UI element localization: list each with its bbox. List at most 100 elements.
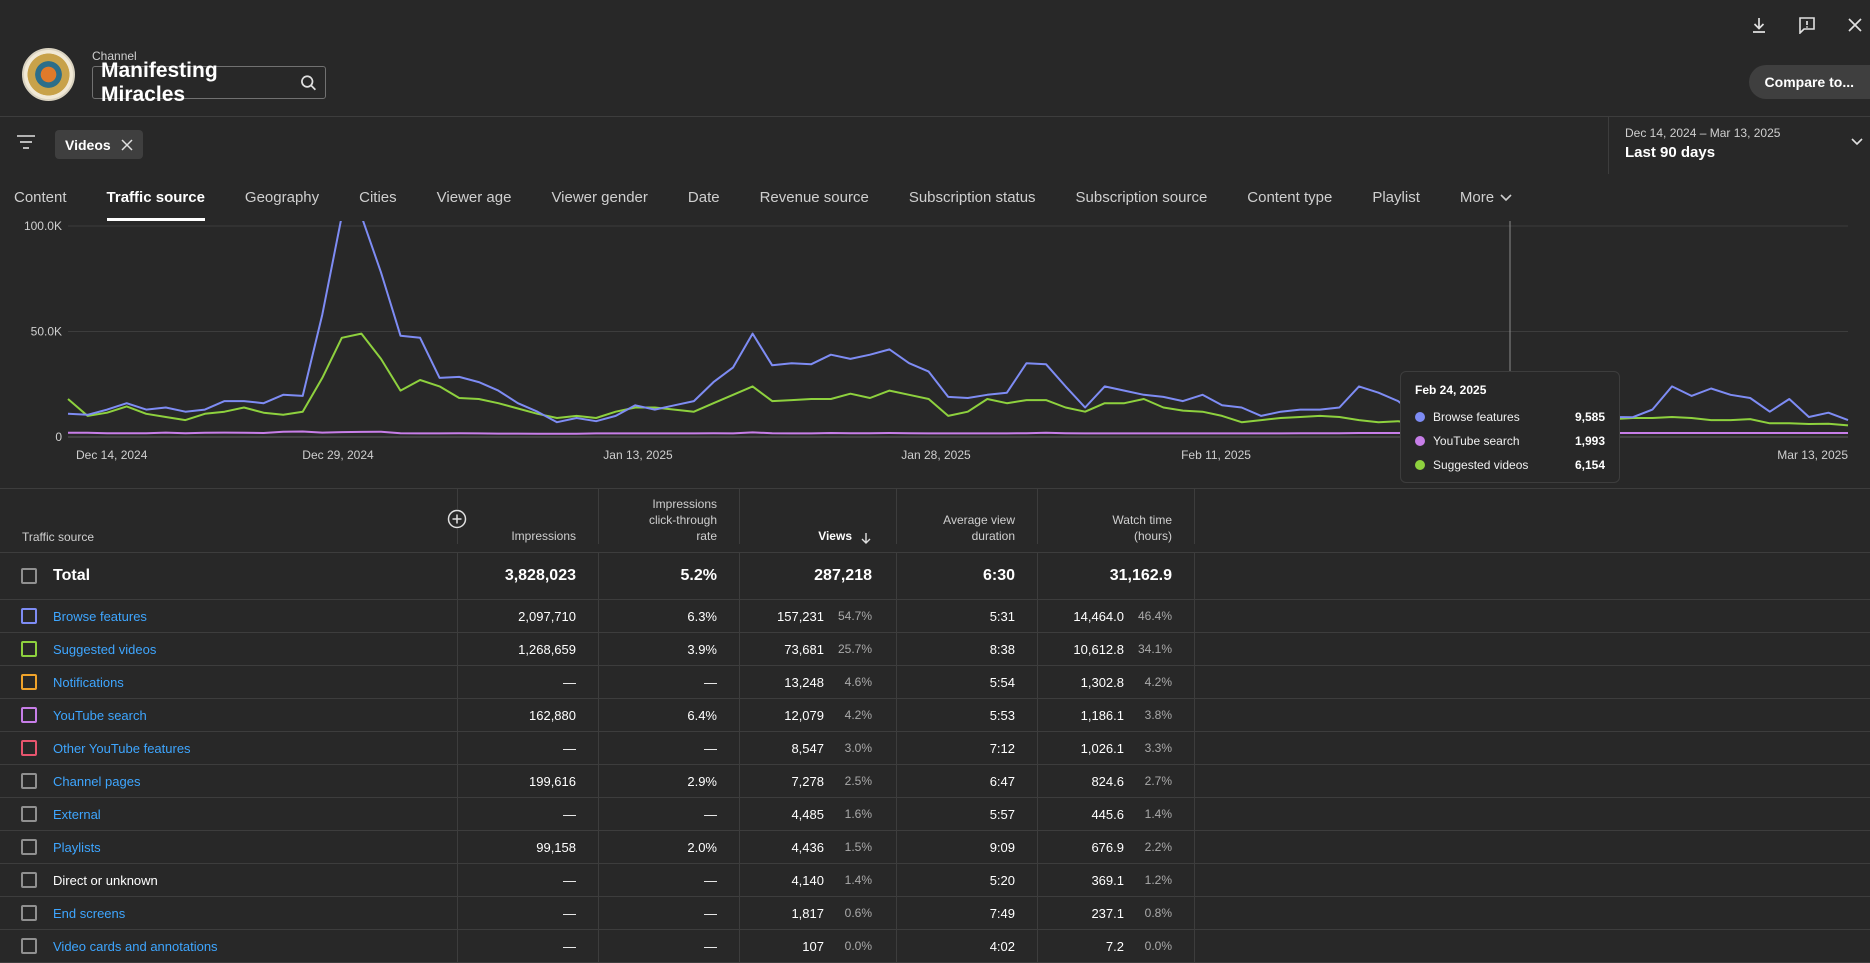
tab-geography[interactable]: Geography xyxy=(225,174,339,221)
tab-playlist[interactable]: Playlist xyxy=(1352,174,1440,221)
tab-more[interactable]: More xyxy=(1440,174,1533,221)
views-cell: 4,485 1.6% xyxy=(740,798,897,830)
tooltip-date: Feb 24, 2025 xyxy=(1415,383,1487,397)
chart-tooltip: Feb 24, 2025 Browse features 9,585 YouTube… xyxy=(1400,371,1620,483)
views-value: 4,436 xyxy=(791,839,824,855)
table-row[interactable]: Browse features 2,097,710 6.3% 157,231 54.7%… xyxy=(0,600,1870,633)
total-checkbox[interactable] xyxy=(21,568,37,584)
tooltip-series-value: 9,585 xyxy=(1574,410,1605,424)
tab-subscription-source[interactable]: Subscription source xyxy=(1056,174,1228,221)
traffic-source-link[interactable]: YouTube search xyxy=(53,707,147,723)
row-checkbox[interactable] xyxy=(21,674,37,690)
traffic-source-link[interactable]: Channel pages xyxy=(53,773,141,789)
y-tick-label: 0 xyxy=(55,430,62,444)
row-checkbox[interactable] xyxy=(21,806,37,822)
traffic-source-link[interactable]: Video cards and annotations xyxy=(53,938,218,954)
chip-close-icon[interactable] xyxy=(121,138,133,151)
table-row[interactable]: Other YouTube features — —8,547 3.0% 7:12 1,0… xyxy=(0,732,1870,765)
compare-button[interactable]: Compare to... xyxy=(1748,65,1870,99)
views-cell: 8,547 3.0% xyxy=(740,732,897,764)
table-row[interactable]: Playlists 99,158 2.0% 4,436 1.5% 9:09 676.9 2.2… xyxy=(0,831,1870,864)
tooltip-rows: Browse features 9,585 YouTube search 1,993 S… xyxy=(1415,405,1605,477)
date-range-label: Last 90 days xyxy=(1625,144,1716,161)
table-row[interactable]: Direct or unknown — — 4,140 1.4% 5:20 369.1 1.2… xyxy=(0,864,1870,897)
row-checkbox[interactable] xyxy=(21,740,37,756)
source-cell: Notifications xyxy=(0,666,458,698)
channel-avatar xyxy=(22,48,75,101)
watch-time-value: 824.6 xyxy=(1091,773,1124,789)
table-row[interactable]: Notifications — — 13,248 4.6% 5:54 1,302.8 4.2% xyxy=(0,666,1870,699)
traffic-source-link[interactable]: Playlists xyxy=(53,839,101,855)
watch-time-percent: 2.7% xyxy=(1144,774,1172,788)
header-views[interactable]: Views xyxy=(740,489,897,544)
row-checkbox[interactable] xyxy=(21,905,37,921)
views-percent: 0.0% xyxy=(844,939,872,953)
watch-time-value: 14,464.0 xyxy=(1073,608,1124,624)
impressions-cell: 199,616 xyxy=(458,765,599,797)
traffic-source-link[interactable]: Other YouTube features xyxy=(53,740,191,756)
traffic-source-link[interactable]: Suggested videos xyxy=(53,641,157,657)
row-checkbox[interactable] xyxy=(21,608,37,624)
tooltip-series-value: 6,154 xyxy=(1574,458,1605,472)
table-row[interactable]: End screens — — 1,817 0.6% 7:49 237.1 0.8% xyxy=(0,897,1870,930)
header-traffic-source[interactable]: Traffic source xyxy=(0,489,467,544)
traffic-source-link[interactable]: External xyxy=(53,806,101,822)
row-checkbox[interactable] xyxy=(21,839,37,855)
dimension-tabs: Content Traffic source Geography Cities View… xyxy=(0,174,1870,221)
filter-icon[interactable] xyxy=(16,134,36,150)
tab-cities[interactable]: Cities xyxy=(339,174,417,221)
search-icon[interactable] xyxy=(300,74,317,92)
date-range-selector[interactable]: Dec 14, 2024 – Mar 13, 2025 Last 90 days xyxy=(1608,117,1870,174)
total-watch-time: 31,162.9 xyxy=(1038,553,1195,599)
source-cell: Playlists xyxy=(0,831,458,863)
tab-revenue-source[interactable]: Revenue source xyxy=(740,174,889,221)
table-row[interactable]: Channel pages 199,616 2.9% 7,278 2.5% 6:47 824… xyxy=(0,765,1870,798)
table-row[interactable]: Suggested videos 1,268,659 3.9% 73,681 25.7%… xyxy=(0,633,1870,666)
traffic-source-link[interactable]: Browse features xyxy=(53,608,147,624)
ctr-cell: 2.0% xyxy=(599,831,740,863)
tab-date[interactable]: Date xyxy=(668,174,740,221)
ctr-cell: 6.4% xyxy=(599,699,740,731)
tab-label: Content xyxy=(14,189,67,206)
traffic-source-link[interactable]: End screens xyxy=(53,905,126,921)
source-cell: End screens xyxy=(0,897,458,929)
channel-selector[interactable]: Manifesting Miracles xyxy=(92,59,326,106)
table-row[interactable]: External — — 4,485 1.6% 5:57 445.6 1.4% xyxy=(0,798,1870,831)
tab-traffic-source[interactable]: Traffic source xyxy=(87,174,225,221)
views-percent: 25.7% xyxy=(838,642,873,656)
row-checkbox[interactable] xyxy=(21,641,37,657)
filter-chip-videos[interactable]: Videos xyxy=(55,130,143,159)
row-checkbox[interactable] xyxy=(21,872,37,888)
views-cell: 12,079 4.2% xyxy=(740,699,897,731)
feedback-icon[interactable] xyxy=(1796,14,1818,36)
channel-name: Manifesting Miracles xyxy=(101,58,218,106)
row-checkbox[interactable] xyxy=(21,773,37,789)
tab-subscription-status[interactable]: Subscription status xyxy=(889,174,1056,221)
tab-viewer-age[interactable]: Viewer age xyxy=(417,174,532,221)
row-checkbox[interactable] xyxy=(21,707,37,723)
source-cell: Other YouTube features xyxy=(0,732,458,764)
watch-time-percent: 34.1% xyxy=(1138,642,1173,656)
row-checkbox[interactable] xyxy=(21,938,37,954)
x-tick-label: Dec 29, 2024 xyxy=(302,448,374,462)
header-ctr[interactable]: Impressions click-through rate xyxy=(599,489,740,544)
tab-content[interactable]: Content xyxy=(0,174,87,221)
legend-dot xyxy=(1415,412,1425,422)
avd-cell: 5:31 xyxy=(897,600,1038,632)
header-watch-time[interactable]: Watch time (hours) xyxy=(1038,489,1195,544)
add-column-icon[interactable] xyxy=(447,509,467,529)
tab-content-type[interactable]: Content type xyxy=(1227,174,1352,221)
table-row[interactable]: YouTube search 162,880 6.4% 12,079 4.2% 5:53 1… xyxy=(0,699,1870,732)
header-avd[interactable]: Average view duration xyxy=(897,489,1038,544)
watch-time-value: 7.2 xyxy=(1105,938,1124,954)
close-icon[interactable] xyxy=(1844,14,1866,36)
header-label-avd: Average view duration xyxy=(943,513,1015,543)
watch-time-percent: 0.0% xyxy=(1144,939,1172,953)
header-impressions[interactable]: Impressions xyxy=(458,489,599,544)
tab-viewer-gender[interactable]: Viewer gender xyxy=(531,174,667,221)
traffic-source-link[interactable]: Notifications xyxy=(53,674,124,690)
views-percent: 1.6% xyxy=(844,807,872,821)
watch-time-value: 676.9 xyxy=(1091,839,1124,855)
download-icon[interactable] xyxy=(1748,14,1770,36)
table-row[interactable]: Video cards and annotations — — 107 0.0% 4:02… xyxy=(0,930,1870,963)
